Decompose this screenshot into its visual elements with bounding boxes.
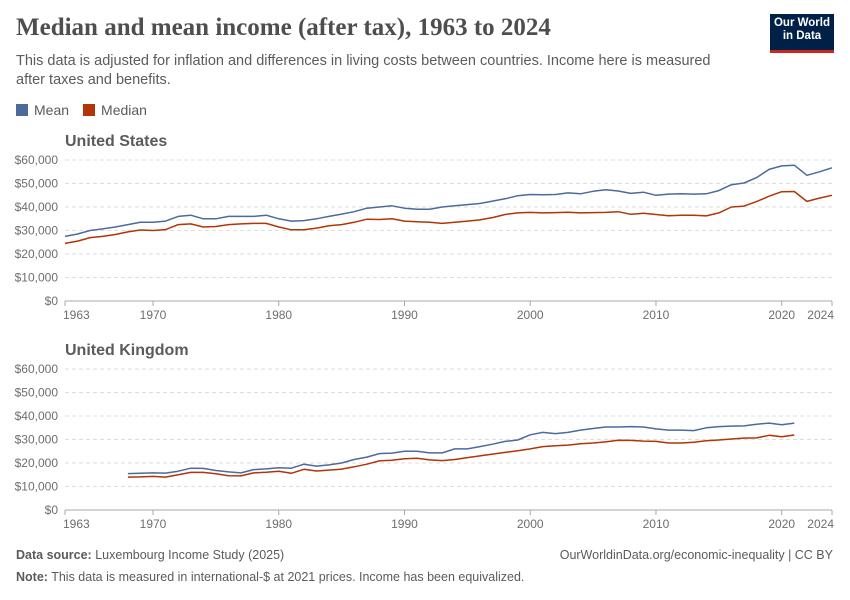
y-tick-label: $10,000 xyxy=(15,480,59,494)
logo-line-1: Our World xyxy=(773,17,830,29)
y-tick-label: $50,000 xyxy=(15,177,59,191)
y-tick-label: $30,000 xyxy=(15,433,59,447)
y-tick-label: $60,000 xyxy=(15,153,59,167)
y-tick-label: $20,000 xyxy=(15,456,59,470)
x-tick-label: 1963 xyxy=(63,308,90,322)
series-line-median xyxy=(127,434,795,478)
legend-swatch-median xyxy=(83,104,96,116)
legend: Mean Median xyxy=(16,102,147,118)
owid-logo[interactable]: Our World in Data xyxy=(770,14,834,52)
legend-item-median[interactable]: Median xyxy=(83,102,147,118)
data-source: Data source: Luxembourg Income Study (20… xyxy=(16,548,284,562)
legend-swatch-mean xyxy=(16,104,28,116)
x-tick-label: 2020 xyxy=(768,308,795,322)
x-tick-label: 1990 xyxy=(391,308,418,322)
x-tick-label: 2024 xyxy=(807,517,834,531)
chart-title: Median and mean income (after tax), 1963… xyxy=(16,14,551,41)
panel-title: United States xyxy=(65,133,167,150)
y-tick-label: $10,000 xyxy=(15,271,59,285)
legend-label-mean: Mean xyxy=(34,102,70,118)
x-tick-label: 1990 xyxy=(391,517,418,531)
x-tick-label: 1980 xyxy=(265,517,292,531)
note: Note: This data is measured in internati… xyxy=(16,570,524,584)
x-tick-label: 1970 xyxy=(140,308,167,322)
chart-subtitle: This data is adjusted for inflation and … xyxy=(16,53,711,88)
y-tick-label: $50,000 xyxy=(15,386,59,400)
x-tick-label: 2000 xyxy=(517,517,544,531)
source-url[interactable]: OurWorldinData.org/economic-inequality |… xyxy=(559,548,833,562)
legend-item-mean[interactable]: Mean xyxy=(16,102,69,118)
x-tick-label: 2010 xyxy=(643,517,670,531)
y-tick-label: $40,000 xyxy=(15,409,59,423)
y-tick-label: $60,000 xyxy=(15,362,59,376)
legend-label-median: Median xyxy=(101,102,147,118)
note-label: Note: xyxy=(16,570,48,584)
x-tick-label: 1970 xyxy=(140,517,167,531)
y-tick-label: $30,000 xyxy=(15,224,59,238)
x-tick-label: 2020 xyxy=(768,517,795,531)
y-tick-label: $40,000 xyxy=(15,200,59,214)
series-line-median xyxy=(64,190,833,245)
y-tick-label: $0 xyxy=(45,294,59,308)
source-label: Data source: xyxy=(16,548,92,562)
x-tick-label: 2010 xyxy=(643,308,670,322)
y-tick-label: $0 xyxy=(45,503,59,517)
y-tick-label: $20,000 xyxy=(15,247,59,261)
panel-title: United Kingdom xyxy=(65,342,189,359)
series-line-mean xyxy=(127,422,795,475)
x-tick-label: 1963 xyxy=(63,517,90,531)
logo-line-2: in Data xyxy=(782,30,822,42)
source-text[interactable]: Luxembourg Income Study (2025) xyxy=(95,548,285,562)
x-tick-label: 1980 xyxy=(265,308,292,322)
x-tick-label: 2000 xyxy=(517,308,544,322)
note-text: This data is measured in international-$… xyxy=(51,570,525,584)
logo-accent-bar xyxy=(770,50,834,53)
x-tick-label: 2024 xyxy=(807,308,834,322)
series-line-mean xyxy=(64,164,833,238)
